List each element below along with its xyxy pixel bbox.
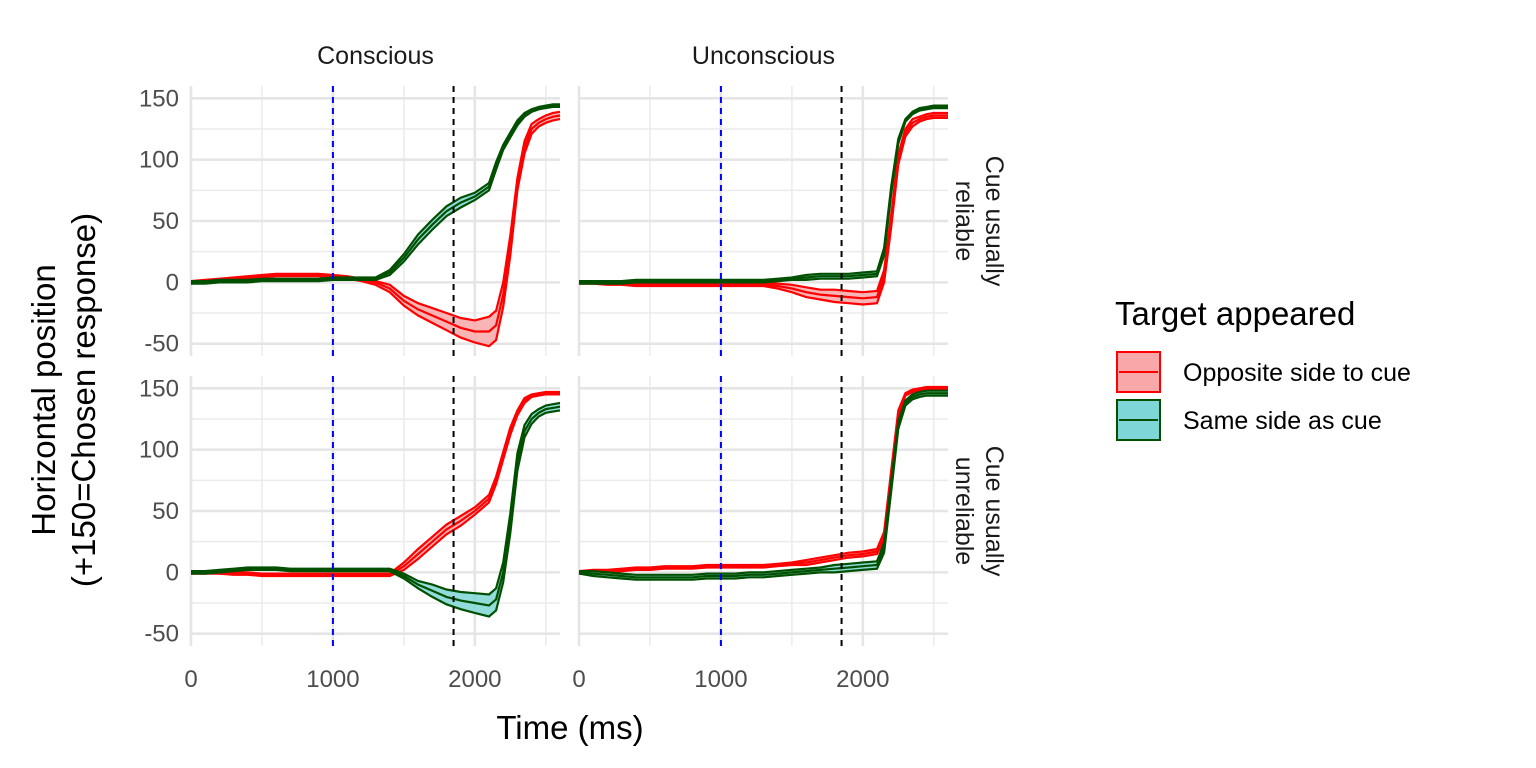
x-tick-label: 1000: [306, 666, 359, 693]
x-tick-label: 2000: [448, 666, 501, 693]
y-tick-label: 50: [152, 208, 179, 235]
x-tick-label: 0: [184, 666, 197, 693]
row-strip-label: Cue usuallyunreliable: [950, 446, 1008, 577]
series-line-opposite-upper: [190, 110, 561, 322]
series-line-same-upper: [579, 104, 948, 283]
row-strip-label: Cue usuallyreliable: [950, 156, 1008, 287]
panel-conscious-reliable: [189, 86, 561, 356]
y-axis-title: Horizontal position: [25, 264, 62, 535]
legend-entry: Same side as cue: [1116, 399, 1382, 441]
series-line-same-mean: [191, 104, 560, 284]
x-tick-label: 2000: [836, 666, 889, 693]
series-line-same-upper: [191, 103, 560, 283]
series-line-same-lower: [578, 394, 948, 581]
series-line-same-mean: [191, 405, 561, 607]
series-line-same-upper: [579, 389, 948, 576]
y-axis-title-line2: (+150=Chosen response): [65, 213, 102, 587]
series-line-opposite-upper: [579, 111, 948, 294]
series-line-opposite-mean: [191, 392, 560, 576]
column-strip-label: Conscious: [317, 42, 434, 70]
panel-conscious-unreliable: [189, 376, 561, 646]
series-line-opposite-upper: [191, 390, 560, 575]
y-tick-label: -50: [144, 331, 179, 358]
legend-title: Target appeared: [1115, 295, 1355, 332]
legend-label: Opposite side to cue: [1183, 359, 1411, 387]
y-tick-label: 0: [166, 559, 179, 586]
facet-strip-labels: Conscious Unconscious Cue usuallyreliable C…: [317, 42, 1008, 577]
panel-unconscious-reliable: [577, 86, 948, 356]
legend: Target appeared Opposite side to cue Same…: [1115, 295, 1411, 441]
chart-panels: [189, 86, 948, 646]
x-tick-label: 1000: [694, 666, 747, 693]
y-tick-label: 100: [139, 147, 179, 174]
x-tick-label: 0: [572, 666, 585, 693]
series-line-opposite-mean: [190, 114, 561, 333]
legend-entry: Opposite side to cue: [1116, 351, 1411, 393]
ribbon-same: [191, 104, 560, 284]
series-line-opposite-upper: [578, 385, 948, 573]
column-strip-label: Unconscious: [692, 42, 835, 70]
series-line-same-lower: [191, 409, 561, 618]
series-line-same-upper: [191, 401, 561, 596]
series-line-opposite-lower: [579, 116, 948, 306]
series-line-opposite-lower: [190, 118, 561, 348]
y-tick-label: -50: [144, 621, 179, 648]
y-tick-label: 100: [139, 437, 179, 464]
series-line-same-mean: [578, 392, 948, 579]
legend-label: Same side as cue: [1183, 407, 1382, 435]
x-axis-title: Time (ms): [496, 709, 643, 746]
y-tick-label: 150: [139, 85, 179, 112]
y-tick-label: 150: [139, 375, 179, 402]
series-line-opposite-mean: [579, 114, 948, 300]
series-line-same-lower: [191, 105, 560, 285]
panel-unconscious-unreliable: [577, 376, 948, 646]
series-line-opposite-lower: [578, 388, 948, 575]
y-tick-label: 0: [166, 269, 179, 296]
y-tick-label: 50: [152, 498, 179, 525]
series-line-opposite-lower: [191, 393, 560, 578]
